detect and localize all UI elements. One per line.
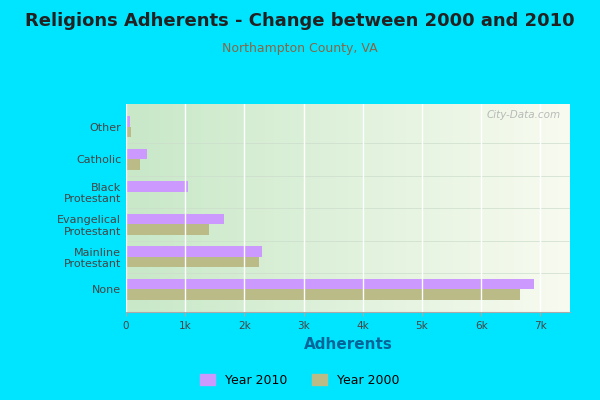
Bar — [126, 181, 188, 192]
Text: Religions Adherents - Change between 2000 and 2010: Religions Adherents - Change between 200… — [25, 12, 575, 30]
Bar — [126, 279, 535, 289]
Bar — [126, 116, 130, 127]
Legend: Year 2010, Year 2000: Year 2010, Year 2000 — [195, 369, 405, 392]
Bar — [126, 246, 262, 257]
Text: City-Data.com: City-Data.com — [487, 110, 561, 120]
Bar — [126, 224, 209, 235]
Bar — [126, 214, 224, 224]
Bar — [126, 149, 147, 159]
Bar — [126, 127, 131, 137]
Text: Northampton County, VA: Northampton County, VA — [222, 42, 378, 55]
X-axis label: Adherents: Adherents — [304, 336, 392, 352]
Bar — [126, 159, 140, 170]
Bar — [126, 289, 520, 300]
Bar — [126, 257, 259, 267]
